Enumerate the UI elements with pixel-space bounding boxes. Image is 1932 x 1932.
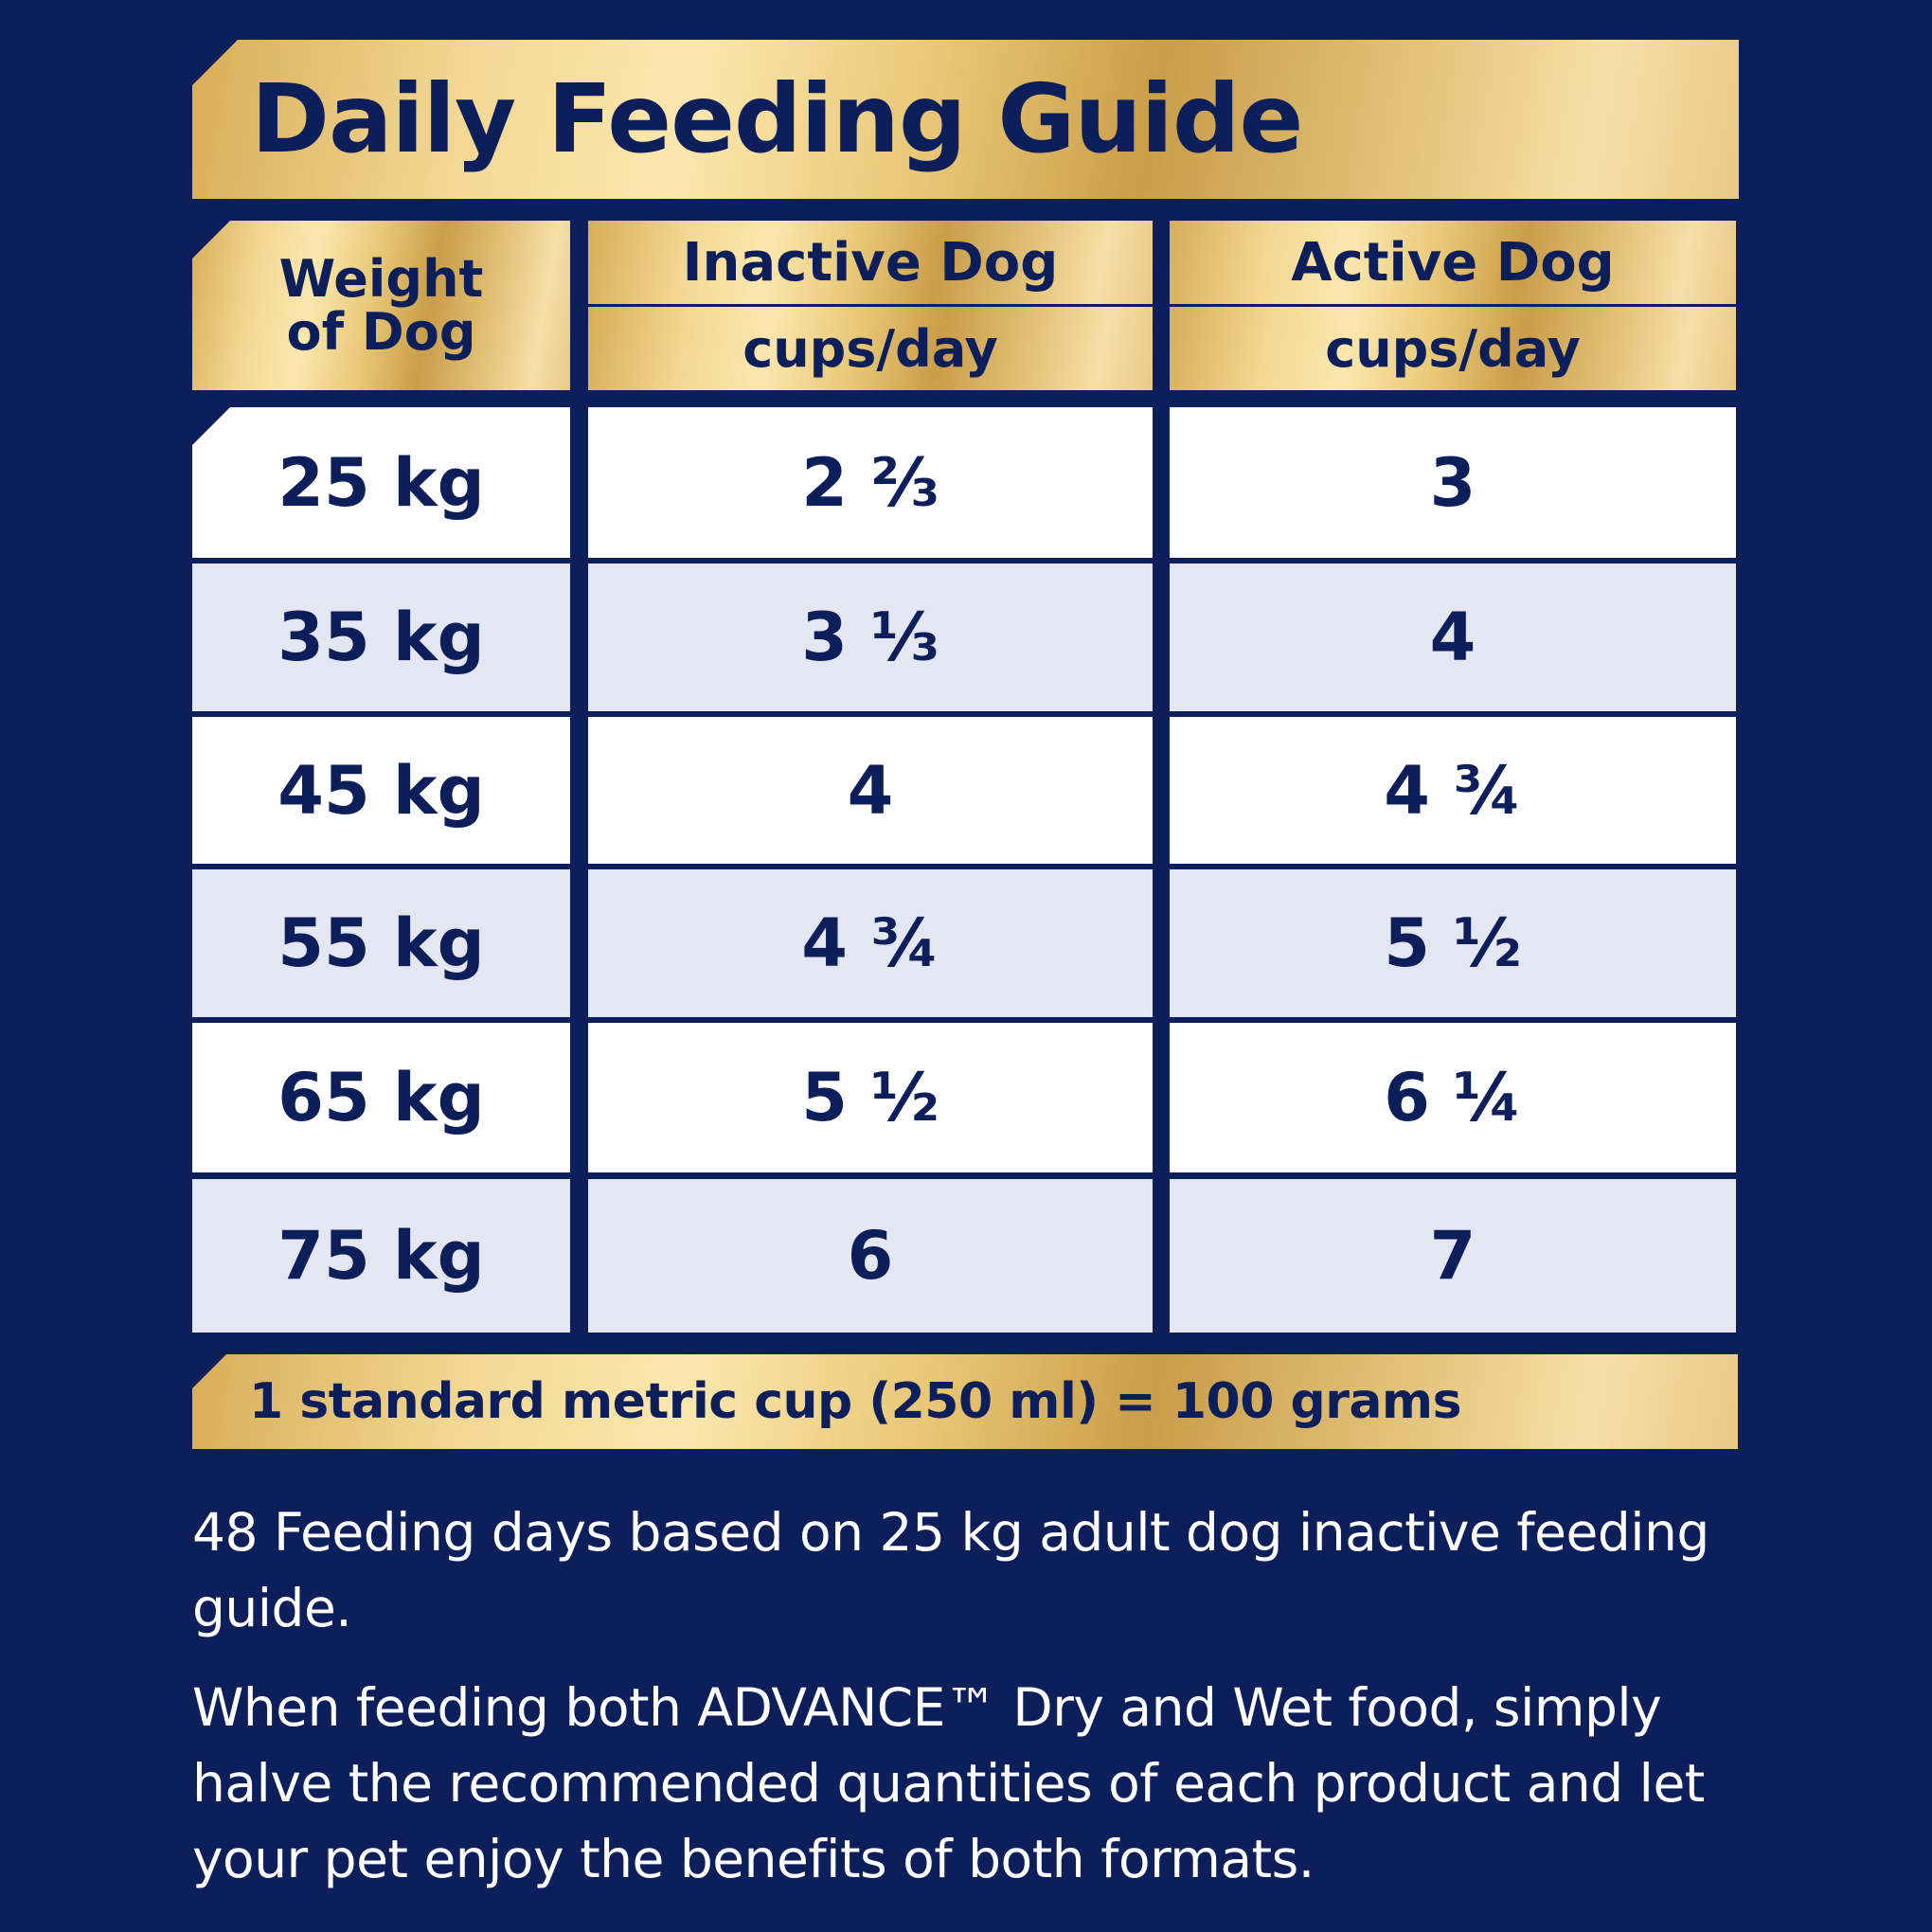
row-1-weight: 25 kg: [192, 407, 570, 558]
header-active-dog: Active Dog: [1170, 221, 1736, 304]
cup-conversion-text: 1 standard metric cup (250 ml) = 100 gra…: [249, 1373, 1462, 1430]
feeding-days-note: 48 Feeding days based on 25 kg adult dog…: [192, 1502, 1709, 1638]
row-4-weight: 55 kg: [192, 869, 570, 1017]
header-inactive-unit: cups/day: [588, 307, 1153, 390]
cup-conversion-banner: 1 standard metric cup (250 ml) = 100 gra…: [192, 1354, 1738, 1449]
page-title: Daily Feeding Guide: [251, 63, 1303, 174]
title-banner: Daily Feeding Guide: [192, 40, 1739, 199]
header-inactive-dog: Inactive Dog: [588, 221, 1153, 304]
header-weight-of-dog: Weight of Dog: [192, 221, 570, 390]
row-3-active: 4 ¾: [1170, 717, 1736, 864]
row-4-active: 5 ½: [1170, 869, 1736, 1017]
row-2-inactive: 3 ⅓: [588, 564, 1153, 711]
row-3-weight: 45 kg: [192, 717, 570, 864]
row-6-inactive: 6: [588, 1179, 1153, 1333]
row-5-active: 6 ¼: [1170, 1023, 1736, 1172]
row-5-weight: 65 kg: [192, 1023, 570, 1172]
row-4-inactive: 4 ¾: [588, 869, 1153, 1017]
row-1-active: 3: [1170, 407, 1736, 558]
wet-dry-feeding-note: When feeding both ADVANCE™ Dry and Wet f…: [192, 1677, 1705, 1889]
row-1-inactive: 2 ⅔: [588, 407, 1153, 558]
row-2-weight: 35 kg: [192, 564, 570, 711]
header-active-unit: cups/day: [1170, 307, 1736, 390]
row-2-active: 4: [1170, 564, 1736, 711]
row-3-inactive: 4: [588, 717, 1153, 864]
row-5-inactive: 5 ½: [588, 1023, 1153, 1172]
header-weight-line1: Weight: [278, 248, 484, 309]
header-weight-line2: of Dog: [286, 301, 476, 362]
row-6-weight: 75 kg: [192, 1179, 570, 1333]
row-6-active: 7: [1170, 1179, 1736, 1333]
